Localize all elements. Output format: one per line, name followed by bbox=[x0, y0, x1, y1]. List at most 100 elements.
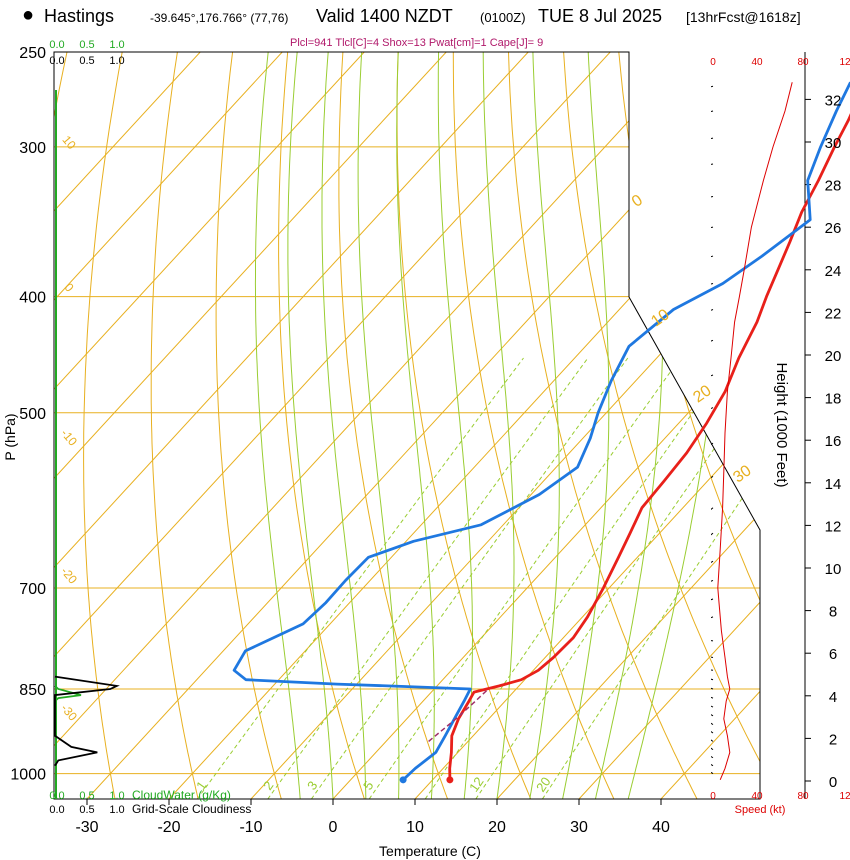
wind-barb bbox=[686, 221, 714, 231]
mixing-ratio-line bbox=[368, 357, 681, 799]
height-tick-label: 24 bbox=[825, 263, 842, 280]
top-cloudiness-tick: 1.0 bbox=[109, 55, 124, 67]
plot-frame bbox=[53, 51, 761, 800]
wind-barb-shaft bbox=[711, 532, 714, 536]
moist-adiabat bbox=[562, 52, 610, 799]
x-axis-label: Temperature (C) bbox=[379, 843, 481, 859]
wind-barb-shaft bbox=[711, 714, 714, 717]
top-cloud-water-tick: 0.0 bbox=[49, 39, 64, 51]
wind-barb bbox=[678, 105, 714, 119]
moist-adiabat bbox=[396, 52, 435, 799]
wind-barb-shaft bbox=[711, 339, 714, 342]
top-cloudiness-tick: 0.0 bbox=[49, 55, 64, 67]
wind-barb-shaft bbox=[711, 705, 714, 708]
wind-barb-flag bbox=[683, 191, 688, 201]
wind-speed-top-tick: 12 bbox=[839, 57, 850, 68]
wind-barb-half-flag bbox=[687, 547, 692, 551]
wind-barb-flag bbox=[686, 107, 692, 117]
wind-barb-flag bbox=[682, 253, 688, 263]
wind-barb bbox=[685, 667, 714, 690]
moist-adiabat bbox=[357, 52, 400, 799]
isotherm-line bbox=[578, 52, 760, 799]
wind-barb-flag bbox=[686, 221, 691, 231]
height-tick-label: 22 bbox=[825, 305, 842, 322]
moist-adiabat bbox=[529, 52, 560, 799]
wind-barb-shaft bbox=[711, 163, 714, 165]
wind-speed-label: Speed (kt) bbox=[735, 804, 786, 816]
isotherm-line bbox=[54, 52, 693, 799]
height-tick-label: 8 bbox=[829, 604, 837, 621]
x-tick-label: 0 bbox=[329, 819, 338, 836]
mixing-ratio-line bbox=[196, 357, 524, 799]
pressure-tick-label: 850 bbox=[19, 682, 46, 699]
wind-barb-shaft bbox=[711, 110, 714, 113]
wind-barb bbox=[711, 714, 714, 717]
moist-adiabat bbox=[321, 52, 367, 799]
dry-adiabat bbox=[338, 52, 449, 799]
wind-barb bbox=[678, 84, 714, 94]
mixing-ratio-line bbox=[475, 357, 760, 799]
height-tick-label: 20 bbox=[825, 348, 842, 365]
wind-barb-flag bbox=[685, 667, 686, 678]
dry-adiabat bbox=[452, 52, 615, 799]
wind-barb-half-flag bbox=[695, 194, 698, 200]
cloud-water-label: CloudWater (g/Kg) bbox=[132, 788, 231, 802]
wind-barb bbox=[683, 191, 714, 201]
wind-barb-shaft bbox=[711, 196, 714, 198]
theta-label: 20 bbox=[690, 382, 714, 406]
cloudiness-profile bbox=[54, 675, 120, 767]
pressure-tick-label: 500 bbox=[19, 406, 46, 423]
dry-adiabat bbox=[150, 52, 199, 799]
wind-barb-flag bbox=[678, 84, 684, 94]
wind-barb-half-flag bbox=[684, 571, 688, 575]
wind-barb-flag bbox=[683, 132, 688, 142]
wind-barb-shaft bbox=[711, 598, 714, 601]
cloud-water-tick: 1.0 bbox=[109, 790, 124, 802]
isotherm-line bbox=[54, 52, 529, 799]
wind-barb-shaft bbox=[711, 137, 714, 140]
x-tick-label: 30 bbox=[570, 819, 588, 836]
wind-barb-flag bbox=[679, 133, 684, 143]
wind-barb bbox=[711, 616, 714, 619]
wind-barb-flag bbox=[678, 109, 684, 119]
wind-barb-shaft bbox=[711, 226, 714, 229]
x-tick-label: -30 bbox=[75, 819, 98, 836]
height-tick-label: 0 bbox=[829, 774, 837, 791]
mixing-ratio-line bbox=[267, 357, 589, 799]
height-tick-label: 10 bbox=[825, 561, 842, 578]
wind-barb bbox=[711, 507, 714, 511]
wind-barb bbox=[711, 739, 714, 742]
wind-barb-shaft bbox=[711, 722, 714, 725]
moist-adiabat bbox=[627, 52, 723, 799]
cloudiness-tick: 1.0 bbox=[109, 804, 124, 816]
wind-barb bbox=[711, 669, 714, 671]
wind-speed-top-tick: 0 bbox=[710, 57, 716, 68]
cloud-water-profile bbox=[54, 685, 82, 702]
dry-adiabat bbox=[278, 52, 365, 799]
height-tick-label: 12 bbox=[825, 518, 842, 535]
wind-barb-shaft bbox=[711, 579, 714, 582]
wind-barb-shaft bbox=[711, 309, 714, 311]
wind-speed-profile bbox=[717, 82, 793, 780]
wind-barb-half-flag bbox=[689, 754, 691, 760]
cloudiness-tick: 0.5 bbox=[79, 804, 94, 816]
isotherm-line bbox=[54, 52, 611, 799]
wind-speed-bottom-tick: 12 bbox=[839, 791, 850, 802]
top-cloud-water-tick: 1.0 bbox=[109, 39, 124, 51]
isotherm-line bbox=[332, 52, 760, 799]
mixing-ratio-line bbox=[541, 357, 760, 799]
top-cloud-water-tick: 0.5 bbox=[79, 39, 94, 51]
dewpoint-line-surface-point bbox=[399, 776, 407, 784]
wind-barb bbox=[711, 678, 714, 681]
pressure-tick-label: 700 bbox=[19, 581, 46, 598]
pressure-tick-label: 300 bbox=[19, 140, 46, 157]
wind-barb-half-flag bbox=[684, 486, 688, 490]
height-tick-label: 6 bbox=[829, 646, 837, 663]
wind-barb-flag bbox=[688, 705, 692, 716]
isotherm-line bbox=[54, 52, 283, 799]
wind-barb-shaft bbox=[711, 255, 714, 258]
wind-speed-top-tick: 40 bbox=[751, 57, 763, 68]
wind-barb-flag bbox=[694, 105, 700, 115]
isotherm-label: -10 bbox=[58, 426, 80, 449]
y-axis-label: P (hPa) bbox=[2, 413, 18, 460]
